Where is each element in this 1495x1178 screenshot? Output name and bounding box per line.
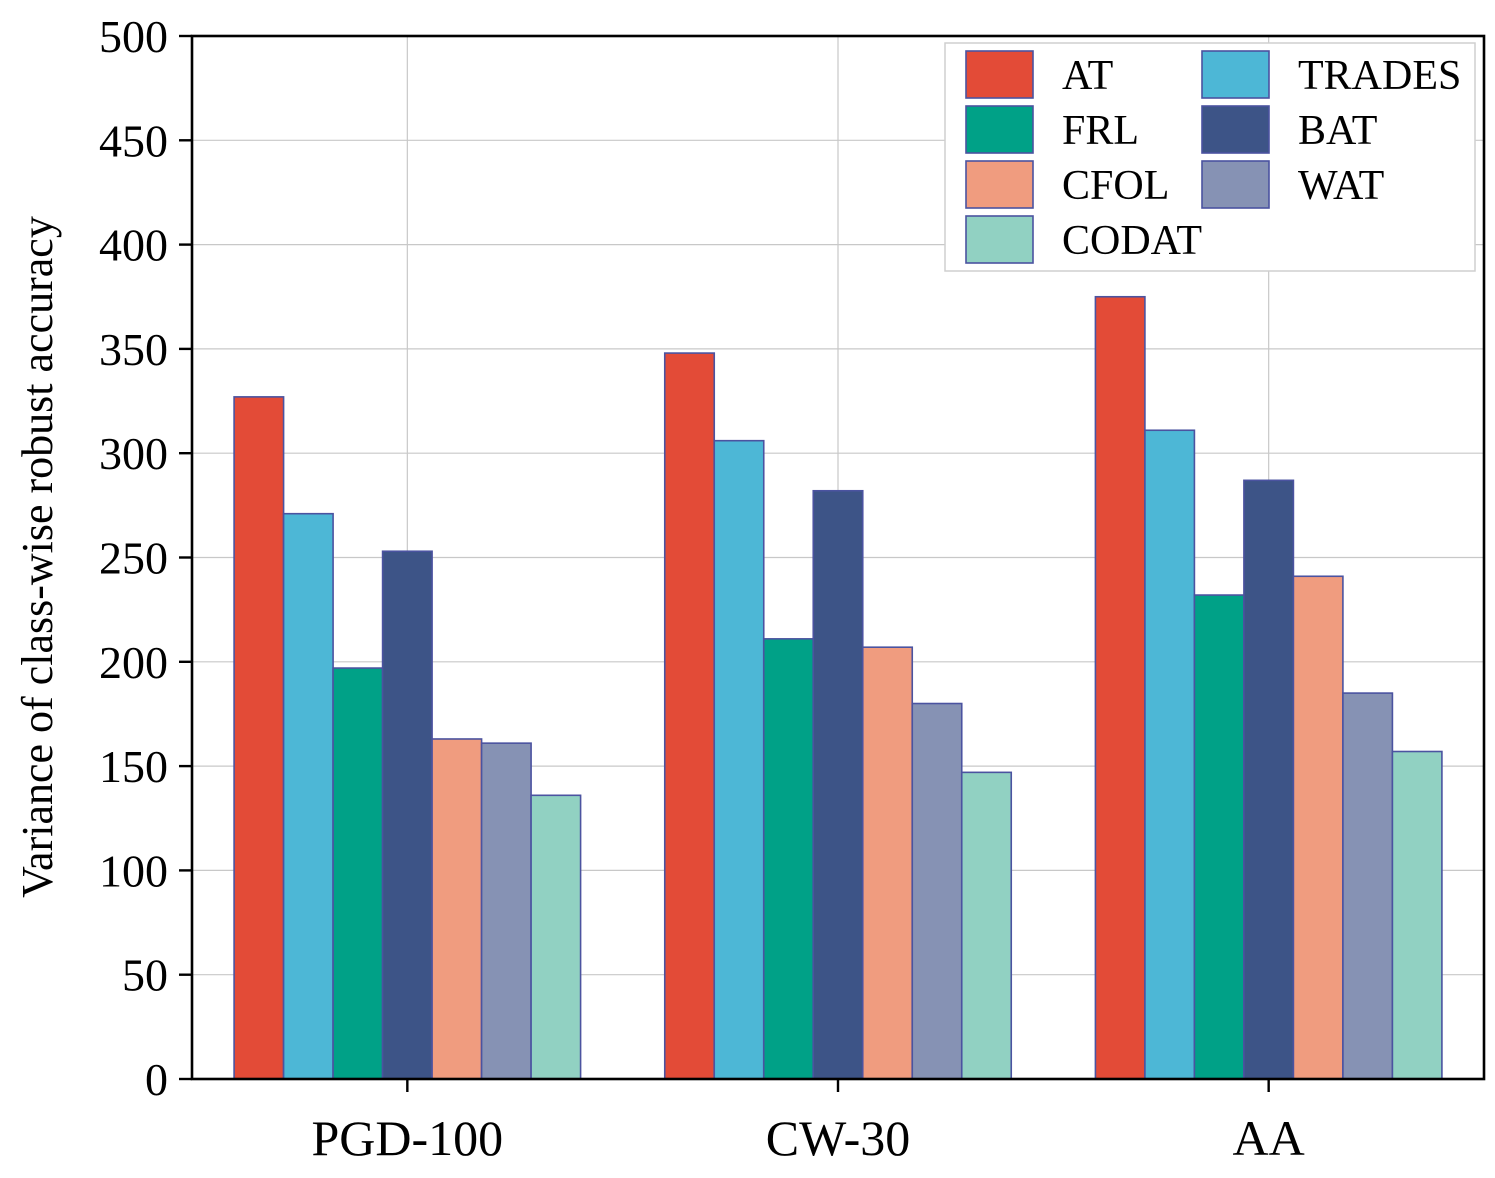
y-tick-label: 300 (99, 428, 168, 479)
bar-bat-aa (1243, 479, 1295, 1080)
legend-swatch-at (965, 50, 1034, 99)
bar-codat-cw-30 (960, 771, 1013, 1080)
y-tick-label: 350 (99, 324, 168, 375)
bar-cfol-pgd-100 (431, 738, 483, 1080)
legend-swatch-cfol (965, 160, 1034, 209)
bar-at-aa (1094, 295, 1146, 1080)
bar-frl-pgd-100 (332, 667, 384, 1080)
legend-swatch-frl (965, 105, 1034, 154)
x-tick-label: PGD-100 (311, 1110, 503, 1166)
bars-layer (233, 295, 1443, 1080)
legend-label-bat: BAT (1298, 108, 1377, 154)
bar-wat-cw-30 (911, 702, 963, 1080)
legend-swatch-bat (1201, 105, 1270, 154)
y-tick-label: 100 (99, 845, 168, 896)
x-tick-label: AA (1233, 1110, 1305, 1166)
y-tick-label: 0 (145, 1054, 168, 1105)
bar-frl-cw-30 (762, 638, 815, 1080)
bar-bat-pgd-100 (381, 550, 433, 1080)
axes-layer: 0 50 100 150 200 250 300 350 400 450 500 PGD-100 CW-… (99, 11, 1486, 1166)
bar-trades-cw-30 (713, 439, 765, 1080)
bar-at-cw-30 (663, 352, 716, 1080)
y-axis-label: Variance of class-wise robust accuracy (13, 216, 62, 898)
legend-label-frl: FRL (1062, 108, 1139, 154)
y-tick-label: 250 (99, 533, 168, 584)
legend: AT TRADES FRL BAT CFOL WAT CODAT (944, 42, 1476, 272)
legend-label-wat: WAT (1298, 163, 1384, 209)
legend-swatch-wat (1201, 160, 1270, 209)
y-tick-label: 50 (122, 950, 168, 1001)
bar-trades-pgd-100 (282, 512, 334, 1080)
legend-label-at: AT (1062, 53, 1113, 99)
bar-trades-aa (1144, 429, 1196, 1080)
bar-frl-aa (1193, 594, 1245, 1080)
bar-wat-aa (1342, 692, 1394, 1080)
y-tick-label: 200 (99, 637, 168, 688)
bar-cfol-cw-30 (861, 646, 914, 1080)
bar-wat-pgd-100 (480, 742, 532, 1080)
x-tick-label: CW-30 (766, 1110, 910, 1166)
legend-label-codat: CODAT (1062, 218, 1202, 264)
legend-swatch-codat (965, 215, 1034, 264)
y-tick-label: 150 (99, 741, 168, 792)
y-tick-label: 450 (99, 115, 168, 166)
bar-codat-aa (1391, 750, 1443, 1080)
legend-swatch-trades (1201, 50, 1270, 99)
y-tick-label: 500 (99, 11, 168, 62)
bar-codat-pgd-100 (530, 794, 582, 1080)
bar-bat-cw-30 (812, 489, 864, 1080)
bar-at-pgd-100 (233, 396, 285, 1080)
y-tick-label: 400 (99, 220, 168, 271)
legend-label-cfol: CFOL (1062, 163, 1169, 209)
legend-label-trades: TRADES (1298, 53, 1461, 99)
bar-cfol-aa (1292, 575, 1344, 1080)
